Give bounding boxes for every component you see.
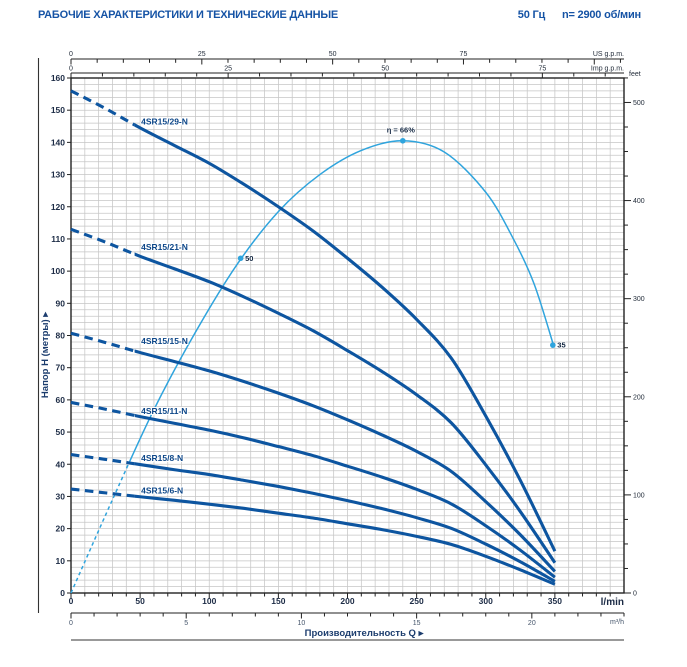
efficiency-marker: 50 bbox=[237, 253, 254, 264]
tick-label: 25 bbox=[198, 51, 206, 58]
grid bbox=[71, 78, 624, 593]
pump-curve-dashed bbox=[70, 487, 135, 498]
curve-label: 4SR15/6-N bbox=[141, 486, 183, 496]
tick-label: 50 bbox=[329, 51, 337, 58]
pump-curve-solid bbox=[134, 494, 556, 586]
tick-label: 10 bbox=[298, 620, 306, 627]
tick-label: 40 bbox=[56, 459, 66, 469]
axis-unit-label: l/min bbox=[601, 597, 624, 608]
curve-4sr15-6-n: 4SR15/6-N bbox=[70, 485, 556, 586]
axis-us-gpm: 0 25 50 75 US g.p.m. bbox=[69, 51, 624, 65]
tick-label: 10 bbox=[56, 556, 66, 566]
axis-metres: 0 10 20 30 40 50 60 70 80 90 100 110 120 130 140 150 160… bbox=[40, 73, 71, 598]
tick-label: 75 bbox=[460, 51, 468, 58]
axis-unit-label: Imp g.p.m. bbox=[591, 66, 624, 73]
tick-label: 15 bbox=[413, 620, 421, 627]
tick-label: 200 bbox=[633, 394, 645, 401]
pump-curve-solid bbox=[134, 123, 557, 552]
tick-label: 20 bbox=[528, 620, 536, 627]
tick-label: 200 bbox=[340, 596, 354, 606]
curve-label: 4SR15/11-N bbox=[141, 406, 187, 416]
efficiency-curve-dashed bbox=[70, 460, 130, 594]
tick-label: 75 bbox=[538, 66, 546, 73]
pump-curve-solid bbox=[134, 462, 556, 583]
pump-curve-dashed bbox=[70, 227, 135, 256]
tick-label: 0 bbox=[633, 591, 637, 598]
curve-label: 4SR15/8-N bbox=[141, 453, 183, 463]
curve-4sr15-11-n: 4SR15/11-N bbox=[70, 400, 556, 579]
x-axis-title: Производительность Q ▸ bbox=[305, 628, 425, 639]
tick-label: 100 bbox=[633, 492, 645, 499]
efficiency-marker-dot bbox=[400, 137, 406, 144]
header-specs: 50 Гц n= 2900 об/мин bbox=[504, 9, 641, 21]
tick-label: 20 bbox=[56, 524, 66, 534]
tick-label: 300 bbox=[633, 296, 645, 303]
axis-unit-label: m³/h bbox=[610, 619, 624, 626]
tick-label: 150 bbox=[271, 596, 285, 606]
curve-4sr15-8-n: 4SR15/8-N bbox=[70, 452, 556, 583]
y-axis-title: Напор H (метры) ▸ bbox=[40, 311, 51, 398]
tick-label: 350 bbox=[548, 596, 562, 606]
efficiency-marker-label: 35 bbox=[557, 341, 565, 350]
tick-label: 300 bbox=[479, 596, 493, 606]
tick-label: 80 bbox=[56, 331, 66, 341]
tick-label: 25 bbox=[224, 66, 232, 73]
tick-label: 130 bbox=[51, 170, 65, 180]
tick-label: 5 bbox=[184, 620, 188, 627]
tick-label: 30 bbox=[56, 491, 66, 501]
tick-label: 60 bbox=[56, 395, 66, 405]
curve-4sr15-21-n: 4SR15/21-N bbox=[70, 227, 557, 564]
pump-curve-dashed bbox=[70, 89, 135, 127]
tick-label: 70 bbox=[56, 363, 66, 373]
tick-label: 110 bbox=[51, 234, 65, 244]
tick-label: 0 bbox=[60, 588, 65, 598]
axis-unit-label: feet bbox=[629, 71, 641, 78]
tick-label: 140 bbox=[51, 137, 65, 147]
efficiency-marker-dot bbox=[550, 342, 556, 348]
curve-label: 4SR15/21-N bbox=[141, 242, 188, 252]
curve-label: 4SR15/29-N bbox=[141, 116, 188, 126]
efficiency-marker: η = 66% bbox=[386, 125, 416, 144]
tick-label: 0 bbox=[69, 66, 73, 73]
axis-unit-label: US g.p.m. bbox=[593, 51, 624, 58]
curve-4sr15-15-n: 4SR15/15-N bbox=[70, 331, 557, 573]
axis-m3h: 0 5 10 15 20 m³/h bbox=[69, 612, 625, 627]
efficiency-marker: 35 bbox=[550, 340, 566, 350]
tick-label: 100 bbox=[51, 266, 65, 276]
tick-label: 160 bbox=[51, 73, 65, 83]
tick-label: 50 bbox=[56, 427, 66, 437]
tick-label: 150 bbox=[51, 105, 65, 115]
curve-4sr15-29-n: 4SR15/29-N bbox=[70, 89, 557, 552]
efficiency-marker-dot bbox=[237, 255, 244, 262]
pump-curve-solid bbox=[134, 252, 557, 564]
efficiency-curve bbox=[70, 140, 555, 594]
tick-label: 120 bbox=[51, 202, 65, 212]
pump-curve-solid bbox=[134, 413, 556, 579]
tick-label: 50 bbox=[381, 66, 389, 73]
frequency-label: 50 Гц bbox=[517, 9, 546, 21]
tick-label: 90 bbox=[56, 298, 66, 308]
tick-label: 50 bbox=[135, 596, 145, 606]
speed-label: n= 2900 об/мин bbox=[561, 9, 641, 21]
efficiency-marker-label: η = 66% bbox=[387, 125, 415, 134]
tick-label: 500 bbox=[633, 100, 645, 107]
tick-label: 0 bbox=[69, 596, 74, 606]
axis-lmin: 0 50 100 150 200 250 300 350 l/min bbox=[69, 593, 624, 608]
curve-label: 4SR15/15-N bbox=[141, 336, 188, 346]
tick-label: 0 bbox=[69, 620, 73, 627]
tick-label: 0 bbox=[69, 51, 73, 58]
page-title: РАБОЧИЕ ХАРАКТЕРИСТИКИ И ТЕХНИЧЕСКИЕ ДАН… bbox=[38, 9, 339, 21]
axis-feet: 0 100 200 300 400 500 feet bbox=[624, 71, 645, 598]
efficiency-marker-label: 50 bbox=[245, 254, 253, 263]
tick-label: 250 bbox=[410, 596, 424, 606]
tick-label: 100 bbox=[202, 596, 216, 606]
efficiency-curve-solid bbox=[129, 140, 555, 465]
axis-imp-gpm: 0 25 50 75 Imp g.p.m. bbox=[69, 66, 624, 78]
tick-label: 400 bbox=[633, 198, 645, 205]
pump-curve-solid bbox=[134, 349, 557, 573]
